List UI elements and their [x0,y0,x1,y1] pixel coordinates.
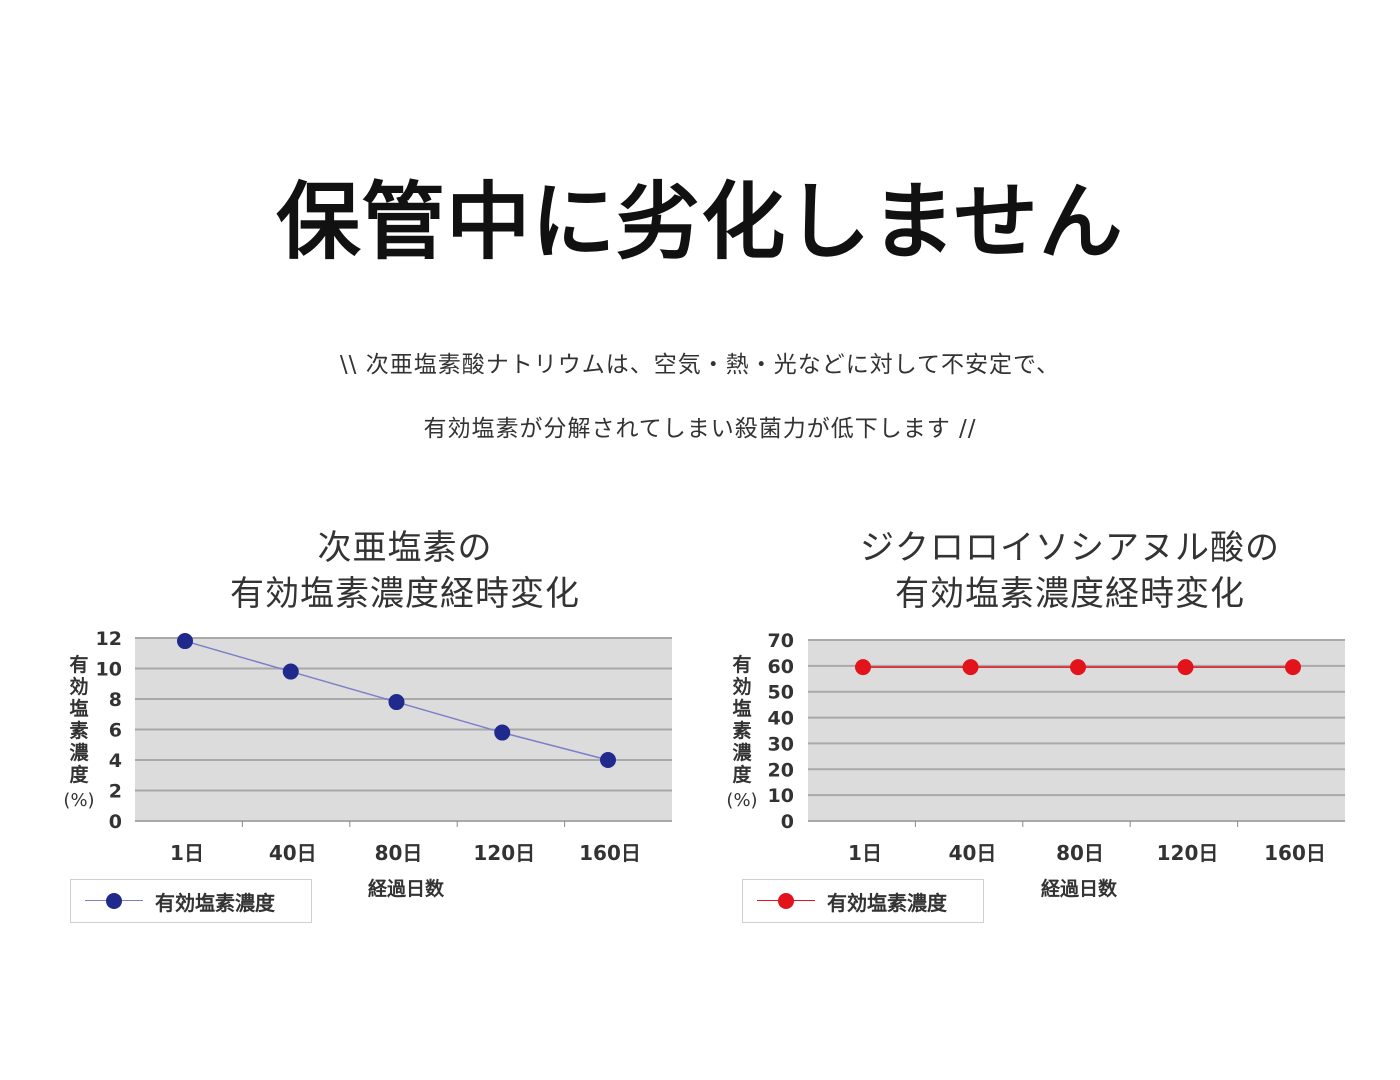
chart-2-legend-label: 有効塩素濃度 [827,890,947,915]
chart-1-x-tick-label: 160日 [579,841,641,865]
chart-2-data-point [1177,659,1194,676]
chart-1-data-point [282,663,299,680]
chart-1-x-axis-title: 経過日数 [367,878,444,900]
subtext-line-2: 有効塩素が分解されてしまい殺菌力が低下します // [423,416,977,442]
chart-2-data-point [1070,659,1086,676]
chart-2-x-tick-label: 120日 [1157,841,1219,865]
chart-1-ylabel-char: 素 [69,720,89,742]
chart-2-x-tick-label: 80日 [1056,841,1104,865]
chart-2-y-tick-label: 0 [781,811,794,833]
chart-2-title-line-1: ジクロロイソシアヌル酸の [860,528,1280,568]
chart-1-ylabel-char: 塩 [69,698,89,720]
chart-1-x-tick-label: 40日 [269,841,317,865]
page-headline: 保管中に劣化しません [276,173,1124,271]
chart-1-x-tick-label: 120日 [473,841,535,865]
chart-2-data-point [1285,659,1301,676]
chart-2-x-tick-label: 160日 [1264,841,1326,865]
chart-1-title-line-2: 有効塩素濃度経時変化 [230,574,580,614]
chart-1-ylabel-unit: (%) [63,790,95,811]
chart-1-x-tick-label: 1日 [170,841,204,865]
chart-2-x-tick-label: 40日 [949,841,997,865]
chart-2-x-axis-title: 経過日数 [1040,878,1117,900]
chart-1-x-tick-label: 80日 [375,841,423,865]
chart-2-y-tick-label: 30 [768,733,794,755]
chart-1-title: 次亜塩素の 有効塩素濃度経時変化 [150,525,660,617]
chart-2-title: ジクロロイソシアヌル酸の 有効塩素濃度経時変化 [820,525,1320,617]
chart-1-data-point [177,633,193,650]
chart-2-ylabel-char: 素 [732,720,752,742]
chart-1-y-axis-label: 有 効 塩 素 濃 度 (%) [59,654,99,812]
chart-2-y-tick-label: 40 [768,708,794,730]
chart-1-y-tick-label: 0 [109,811,122,833]
chart-1-y-tick-label: 2 [109,781,122,803]
subtext-line-1: \\ 次亜塩素酸ナトリウムは、空気・熱・光などに対して不安定で、 [339,352,1061,378]
chart-2-ylabel-char: 度 [732,764,752,786]
chart-1-ylabel-char: 効 [69,676,89,698]
chart-1-legend-label: 有効塩素濃度 [155,890,275,915]
chart-1-ylabel-char: 度 [69,764,89,786]
chart-1-ylabel-char: 濃 [69,742,89,764]
chart-2-x-tick-label: 1日 [848,841,882,865]
chart-1-data-point [494,724,511,741]
chart-1-title-line-1: 次亜塩素の [317,528,493,568]
chart-1-legend: 有効塩素濃度 [70,879,312,923]
chart-2-y-tick-label: 10 [768,785,794,807]
chart-2-y-axis-label: 有 効 塩 素 濃 度 (%) [722,654,762,812]
chart-2-ylabel-char: 塩 [732,698,752,720]
chart-2-y-tick-label: 20 [768,759,794,781]
chart-1-data-point [600,752,616,768]
chart-2-ylabel-char: 効 [732,676,752,698]
chart-2-data-point [855,659,871,676]
chart-1-y-tick-label: 10 [96,659,122,681]
chart-1-data-point [388,694,405,711]
chart-1-y-tick-label: 8 [109,689,122,711]
chart-2-y-tick-label: 60 [768,656,794,678]
chart-1-y-tick-label: 6 [109,720,122,742]
chart-1-legend-marker [85,891,143,911]
chart-2-legend-marker [757,891,815,911]
chart-1-ylabel-char: 有 [69,654,89,676]
chart-2-ylabel-char: 有 [732,654,752,676]
chart-2-y-tick-label: 50 [768,682,794,704]
chart-2-y-tick-label: 70 [768,630,794,652]
chart-2-title-line-2: 有効塩素濃度経時変化 [895,574,1245,614]
chart-2-ylabel-char: 濃 [732,742,752,764]
chart-2-ylabel-unit: (%) [726,790,758,811]
chart-1-y-tick-label: 12 [96,628,122,650]
chart-1-y-tick-label: 4 [109,750,122,772]
chart-2-legend: 有効塩素濃度 [742,879,984,923]
chart-2-data-point [962,659,979,676]
